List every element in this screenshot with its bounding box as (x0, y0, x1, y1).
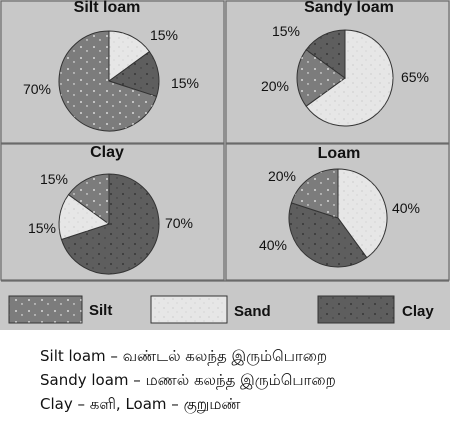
label-loam-clay: 40% (259, 237, 287, 253)
pie-slice-texture-loam-clay (289, 202, 367, 267)
panel-border-loam (225, 143, 450, 281)
caption-line-1: Silt loam – வண்டல் கலந்த இரும்பொறை (40, 347, 328, 365)
pie-loam (288, 168, 388, 268)
legend-label-silt: Silt (89, 302, 112, 319)
pie-slice-texture-sandy-loam-clay (306, 30, 345, 78)
label-silt-loam-silt: 70% (23, 81, 51, 97)
caption-line-2: Sandy loam – மணல் கலந்த இரும்பொறை (40, 371, 336, 389)
title-sandy-loam: Sandy loam (304, 0, 394, 16)
label-silt-loam-clay: 15% (171, 75, 199, 91)
pie-silt-loam (58, 30, 160, 132)
label-silt-loam-sand: 15% (150, 27, 178, 43)
pie-slice-texture-silt-loam-clay (109, 51, 159, 97)
title-loam: Loam (318, 145, 361, 162)
label-clay-clay: 70% (165, 215, 193, 231)
pie-clay (58, 173, 160, 275)
pie-slice-texture-loam-silt (291, 169, 338, 218)
label-sandy-loam-silt: 20% (261, 78, 289, 94)
label-sandy-loam-sand: 65% (401, 69, 429, 85)
label-sandy-loam-clay: 15% (272, 23, 300, 39)
pie-slice-texture-loam-sand (338, 169, 387, 258)
panel-border-sandy-loam (225, 0, 450, 144)
pie-sandy-loam (296, 29, 394, 127)
title-clay: Clay (90, 144, 124, 161)
label-clay-silt: 15% (40, 171, 68, 187)
panel-border-clay (0, 143, 225, 281)
pie-slice-texture-silt-loam-silt (58, 30, 157, 132)
label-clay-sand: 15% (28, 220, 56, 236)
legend-label-clay: Clay (402, 303, 434, 320)
pie-slice-texture-sandy-loam-sand (306, 30, 394, 126)
legend-swatch-texture-silt (8, 295, 83, 324)
panel-border-silt-loam (0, 0, 225, 144)
legend-swatch-texture-sand (150, 295, 228, 324)
caption-line-3: Clay – களி, Loam – குறுமண் (40, 395, 241, 413)
pie-slice-texture-clay-clay (61, 173, 160, 274)
legend-swatch-texture-clay (317, 295, 395, 324)
legend: Silt Sand Clay (8, 295, 434, 324)
caption: Silt loam – வண்டல் கலந்த இரும்பொறை Sandy… (40, 344, 440, 416)
label-loam-silt: 20% (268, 168, 296, 184)
pie-slice-texture-clay-sand (59, 194, 109, 240)
pie-slice-texture-sandy-loam-silt (297, 49, 345, 107)
legend-label-sand: Sand (234, 303, 271, 320)
title-silt-loam: Silt loam (74, 0, 141, 16)
soil-texture-figure: Silt loam Sandy loam Clay Loam 15% 15% 7… (0, 0, 450, 330)
pie-slice-texture-clay-silt (68, 174, 109, 224)
pie-slice-texture-silt-loam-sand (109, 31, 150, 81)
label-loam-sand: 40% (392, 200, 420, 216)
